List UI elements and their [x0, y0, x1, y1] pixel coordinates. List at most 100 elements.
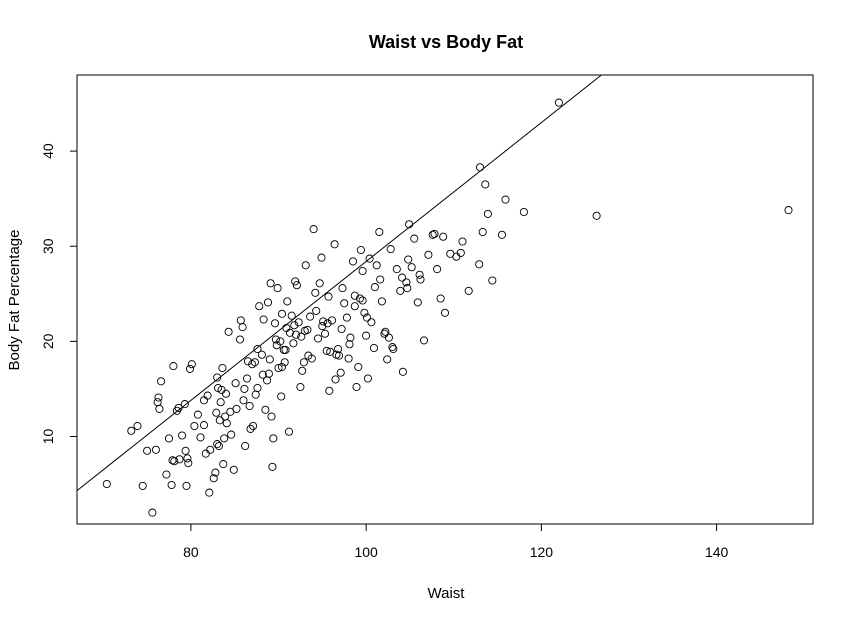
- data-point: [334, 351, 344, 360]
- data-point: [184, 459, 193, 468]
- data-point: [291, 330, 301, 339]
- data-point: [345, 340, 354, 349]
- data-point: [226, 407, 235, 416]
- data-point: [365, 254, 374, 263]
- data-point: [402, 278, 411, 287]
- data-point: [416, 275, 425, 284]
- data-point: [218, 363, 227, 373]
- data-point: [348, 257, 358, 266]
- data-point: [330, 240, 339, 249]
- data-point: [398, 273, 407, 282]
- data-point: [327, 316, 337, 325]
- data-point: [290, 321, 299, 330]
- data-point: [381, 327, 390, 336]
- data-point: [199, 396, 209, 405]
- data-point: [410, 234, 419, 243]
- data-point: [209, 474, 218, 483]
- data-point: [340, 299, 349, 308]
- data-point: [263, 298, 273, 307]
- data-point: [405, 220, 414, 229]
- data-point: [436, 294, 445, 303]
- data-point: [350, 291, 359, 300]
- data-point: [133, 421, 142, 431]
- data-point: [338, 284, 347, 293]
- data-point: [213, 373, 222, 382]
- data-point: [265, 355, 274, 364]
- data-point: [281, 345, 290, 354]
- data-point: [320, 329, 330, 338]
- data-point: [196, 433, 205, 442]
- data-point: [352, 382, 361, 392]
- data-point: [258, 370, 267, 379]
- data-point: [354, 362, 363, 372]
- data-point: [220, 434, 229, 443]
- data-point: [294, 318, 303, 327]
- data-point: [276, 337, 285, 346]
- data-point: [419, 336, 429, 345]
- data-point: [164, 434, 174, 443]
- data-point: [187, 360, 196, 369]
- data-point: [424, 250, 433, 259]
- data-point: [481, 180, 490, 189]
- data-point: [277, 309, 287, 318]
- data-point: [292, 281, 301, 290]
- chart-title: Waist vs Body Fat: [369, 32, 523, 52]
- data-point: [238, 323, 247, 332]
- data-point: [363, 374, 372, 383]
- data-point: [245, 401, 254, 411]
- data-point: [372, 261, 381, 270]
- data-point: [273, 284, 282, 293]
- data-point: [488, 276, 497, 285]
- points-layer: [102, 98, 793, 517]
- data-point: [356, 245, 365, 255]
- data-point: [323, 319, 332, 328]
- data-point: [183, 454, 192, 463]
- data-point: [253, 383, 262, 393]
- data-point: [259, 315, 268, 324]
- data-point: [358, 266, 367, 276]
- data-point: [784, 206, 793, 215]
- data-point: [309, 225, 318, 234]
- data-point: [483, 209, 492, 218]
- plot-area-frame: [76, 74, 814, 525]
- data-point: [337, 324, 346, 334]
- data-point: [267, 412, 276, 421]
- data-point: [452, 252, 461, 261]
- data-point: [138, 481, 147, 490]
- data-point: [172, 406, 181, 415]
- data-point: [350, 302, 359, 311]
- data-point: [248, 360, 257, 369]
- data-point: [358, 296, 367, 305]
- data-point: [241, 441, 250, 451]
- data-point: [299, 358, 308, 367]
- data-point: [384, 333, 393, 342]
- data-point: [181, 446, 190, 455]
- data-point: [554, 98, 563, 107]
- data-point: [396, 286, 405, 295]
- data-point: [464, 286, 473, 295]
- x-tick-label: 100: [354, 544, 378, 560]
- data-point: [185, 364, 195, 373]
- data-point: [346, 333, 355, 342]
- data-point: [331, 375, 340, 384]
- data-point: [407, 263, 416, 272]
- data-point: [168, 456, 177, 465]
- data-point: [180, 400, 189, 409]
- data-point: [355, 294, 365, 303]
- data-point: [279, 345, 288, 354]
- data-point: [155, 404, 164, 413]
- data-point: [240, 384, 249, 393]
- data-point: [102, 479, 111, 489]
- data-point: [199, 421, 209, 430]
- data-point: [376, 275, 385, 284]
- data-point: [362, 313, 372, 322]
- data-point: [592, 211, 601, 220]
- data-point: [370, 283, 379, 292]
- data-point: [383, 355, 392, 364]
- data-point: [304, 351, 313, 360]
- data-point: [440, 308, 450, 317]
- data-point: [318, 322, 327, 331]
- data-point: [367, 318, 376, 327]
- data-point: [253, 344, 262, 354]
- data-point: [392, 265, 401, 274]
